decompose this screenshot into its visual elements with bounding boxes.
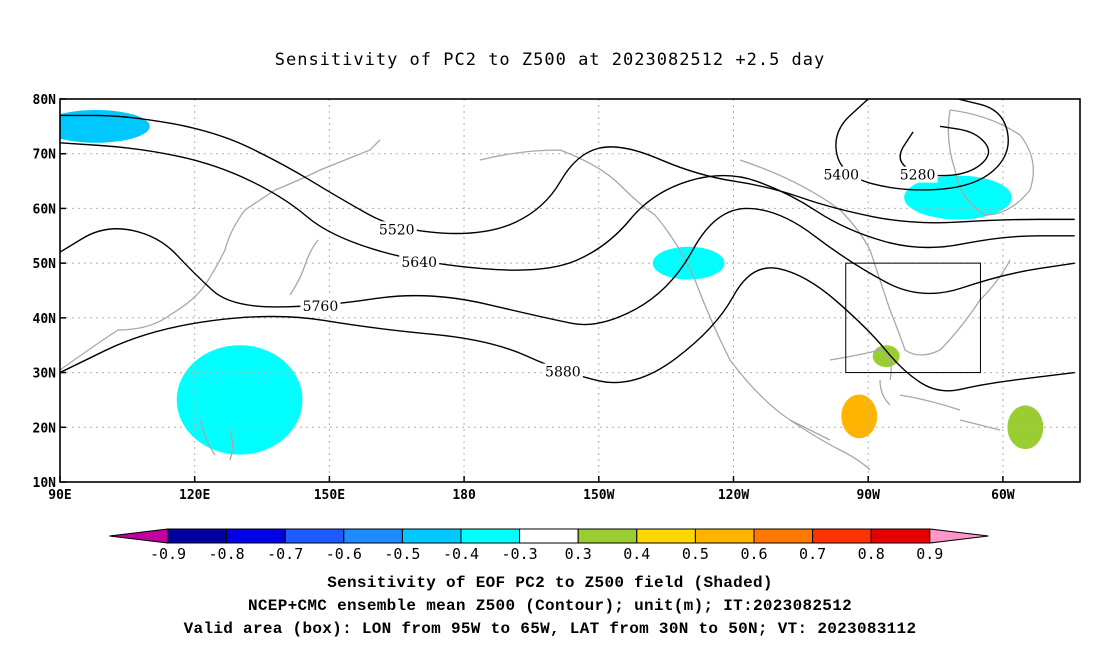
colorbar-label: 0.3 <box>565 545 592 563</box>
lon-tick-90W: 90W <box>856 488 880 503</box>
colorbar-label: -0.7 <box>267 545 303 563</box>
lat-tick-80N: 80N <box>33 93 57 108</box>
valid-area-box <box>845 262 981 374</box>
contour-5400-0 <box>835 99 1009 191</box>
lon-tick-150E: 150E <box>314 488 345 503</box>
colorbar: -0.9 -0.8 -0.7 -0.6 -0.5 -0.4 -0.3 0.3 0.4 0.5 0.6… <box>109 528 989 563</box>
colorbar-swatch-9 <box>636 528 696 544</box>
shaded-region-5 <box>841 394 878 439</box>
colorbar-swatch-12 <box>812 528 872 544</box>
plot-frame <box>59 98 1081 483</box>
colorbar-swatch-6 <box>460 528 521 544</box>
colorbar-swatch-4 <box>343 528 403 544</box>
colorbar-label: -0.5 <box>384 545 420 563</box>
colorbar-label: -0.8 <box>209 545 245 563</box>
colorbar-max-triangle <box>929 528 989 544</box>
contour-label-5520: 5520 <box>379 222 415 238</box>
lon-tick-60W: 60W <box>991 488 1015 503</box>
colorbar-label: 0.8 <box>858 545 885 563</box>
contour-labels: 5400 5280 5520 5640 5760 5880 <box>300 166 938 381</box>
lon-tick-120W: 120W <box>718 488 749 503</box>
colorbar-label: 0.5 <box>682 545 709 563</box>
contour-5520-2 <box>60 114 1075 235</box>
lon-tick-180: 180 <box>452 488 476 503</box>
colorbar-label: -0.6 <box>326 545 362 563</box>
contour-label-bg <box>897 166 938 183</box>
colorbar-swatch-2 <box>226 528 286 544</box>
contour-label-5280: 5280 <box>900 168 936 184</box>
contour-label-bg <box>399 254 440 271</box>
shaded-region-1 <box>176 345 303 455</box>
caption-valid-area: Valid area (box): LON from 95W to 65W, L… <box>183 620 917 638</box>
contour-5880-5 <box>60 267 1075 392</box>
contour-label-5880: 5880 <box>545 365 581 381</box>
z500-contours <box>60 99 1075 392</box>
sensitivity-shading <box>60 109 1044 455</box>
lat-tick-70N: 70N <box>33 148 57 163</box>
contour-label-5760: 5760 <box>303 299 339 315</box>
contour-label-bg <box>376 221 417 238</box>
contour-label-5400: 5400 <box>823 168 859 184</box>
map-title: Sensitivity of PC2 to Z500 at 2023082512… <box>274 50 826 70</box>
contour-label-bg <box>821 166 862 183</box>
shaded-region-4 <box>1007 405 1044 450</box>
colorbar-label: -0.3 <box>502 545 538 563</box>
contour-label-bg <box>300 297 341 314</box>
lat-tick-30N: 30N <box>33 367 57 382</box>
lat-tick-40N: 40N <box>33 312 57 327</box>
colorbar-min-triangle <box>109 528 169 544</box>
colorbar-swatch-3 <box>284 528 345 544</box>
shaded-region-6 <box>872 345 900 368</box>
colorbar-swatch-13 <box>870 528 931 544</box>
lon-tick-90E: 90E <box>48 488 71 503</box>
lon-tick-150W: 150W <box>583 488 614 503</box>
lat-tick-60N: 60N <box>33 202 57 217</box>
caption-shaded: Sensitivity of EOF PC2 to Z500 field (Sh… <box>327 574 773 592</box>
colorbar-swatch-8 <box>577 528 638 544</box>
shaded-region-0 <box>60 109 150 143</box>
lon-tick-120E: 120E <box>179 488 210 503</box>
colorbar-label: 0.6 <box>740 545 767 563</box>
colorbar-swatch-10 <box>694 528 755 544</box>
lat-tick-50N: 50N <box>33 257 57 272</box>
caption-contour: NCEP+CMC ensemble mean Z500 (Contour); u… <box>248 597 852 615</box>
contour-label-5640: 5640 <box>401 255 437 271</box>
longitude-axis: 90E 120E 150E 180 150W 120W 90W 60W <box>48 476 1015 503</box>
contour-label-bg <box>542 363 583 380</box>
colorbar-swatch-5 <box>401 528 462 544</box>
contour-5640-3 <box>60 142 1075 271</box>
shaded-region-2 <box>652 246 725 280</box>
colorbar-swatch-7 <box>519 528 579 544</box>
colorbar-swatch-11 <box>753 528 814 544</box>
contour-5760-4 <box>60 207 1075 326</box>
colorbar-label: 0.9 <box>916 545 943 563</box>
colorbar-label: 0.4 <box>623 545 650 563</box>
colorbar-swatch-1 <box>167 528 228 544</box>
colorbar-label: 0.7 <box>799 545 826 563</box>
latitude-axis: 80N 70N 60N 50N 40N 30N 20N 10N <box>33 93 66 491</box>
colorbar-label: -0.9 <box>150 545 186 563</box>
lat-tick-10N: 10N <box>33 476 57 491</box>
contour-5280-1 <box>899 125 990 177</box>
lat-tick-20N: 20N <box>33 421 57 436</box>
coastlines <box>60 109 1034 471</box>
colorbar-label: -0.4 <box>443 545 479 563</box>
